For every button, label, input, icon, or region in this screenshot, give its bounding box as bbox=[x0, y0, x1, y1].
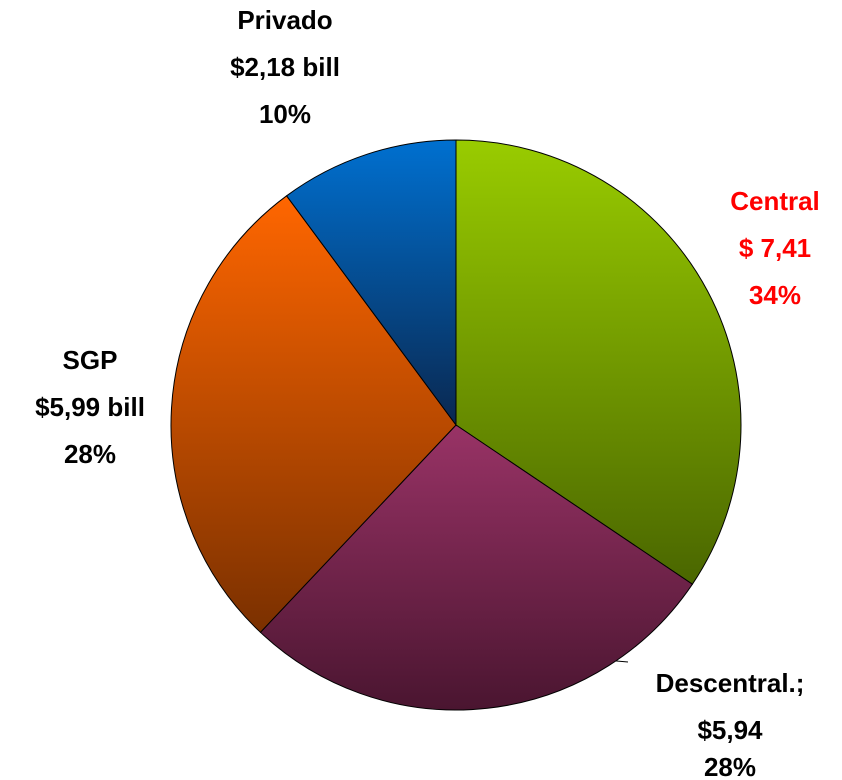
slice-label-percent: 28% bbox=[64, 439, 116, 469]
pie-slice bbox=[285, 139, 457, 427]
slice-label-percent: 10% bbox=[259, 99, 311, 129]
slice-label-value: $ 7,41 bbox=[739, 233, 811, 263]
slice-label-name: Central bbox=[730, 186, 820, 216]
pie-slice bbox=[170, 195, 457, 634]
pie-slice bbox=[259, 424, 694, 711]
slice-label-name: Privado bbox=[237, 5, 332, 35]
pie-slice bbox=[455, 139, 742, 585]
slice-label-value: $5,99 bill bbox=[35, 392, 145, 422]
slice-label-value: $2,18 bill bbox=[230, 52, 340, 82]
slice-label-percent: 34% bbox=[749, 280, 801, 310]
slice-label-name: Descentral.; bbox=[656, 668, 805, 698]
slice-label-name: SGP bbox=[63, 345, 118, 375]
slice-label-value: $5,94 bbox=[697, 715, 763, 745]
slice-label-percent: 28% bbox=[704, 752, 756, 780]
